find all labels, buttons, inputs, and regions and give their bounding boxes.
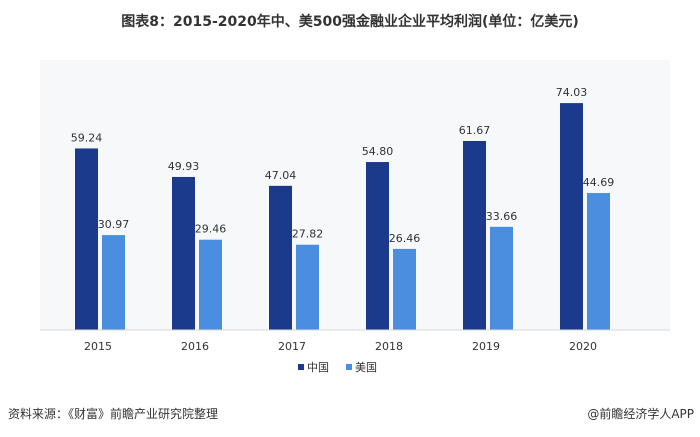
bar-中国-2017 (269, 185, 292, 330)
chart-title: 图表8：2015-2020年中、美500强金融业企业平均利润(单位：亿美元) (121, 13, 579, 30)
legend-swatch (346, 364, 352, 370)
bar-中国-2016 (172, 176, 195, 330)
x-tick-label: 2020 (569, 340, 597, 353)
bar-美国-2017 (296, 244, 319, 330)
data-label: 74.03 (556, 86, 588, 99)
bar-美国-2019 (490, 226, 513, 330)
bar-中国-2018 (366, 162, 389, 330)
x-tick-label: 2015 (84, 340, 112, 353)
legend-label: 中国 (307, 361, 329, 374)
x-tick-label: 2019 (472, 340, 500, 353)
legend-swatch (298, 364, 304, 370)
x-tick-label: 2016 (181, 340, 209, 353)
bar-中国-2015 (75, 148, 98, 330)
credit-note: @前瞻经济学人APP (587, 406, 694, 421)
legend-label: 美国 (355, 361, 377, 374)
data-label: 54.80 (362, 145, 394, 158)
bar-美国-2016 (199, 239, 222, 330)
bar-美国-2015 (102, 235, 125, 330)
data-label: 29.46 (195, 223, 227, 236)
source-note: 资料来源：《财富》前瞻产业研究院整理 (8, 406, 218, 421)
bar-美国-2020 (587, 193, 610, 330)
bar-中国-2020 (560, 103, 583, 330)
data-label: 27.82 (292, 228, 324, 241)
data-label: 26.46 (389, 232, 421, 245)
data-label: 30.97 (98, 218, 130, 231)
x-tick-label: 2017 (278, 340, 306, 353)
data-label: 44.69 (583, 176, 615, 189)
bar-中国-2019 (463, 140, 486, 330)
data-label: 59.24 (71, 131, 103, 144)
bar-美国-2018 (393, 248, 416, 330)
data-label: 61.67 (459, 124, 491, 137)
data-label: 47.04 (265, 169, 297, 182)
x-tick-label: 2018 (375, 340, 403, 353)
data-label: 33.66 (486, 210, 518, 223)
data-label: 49.93 (168, 160, 200, 173)
